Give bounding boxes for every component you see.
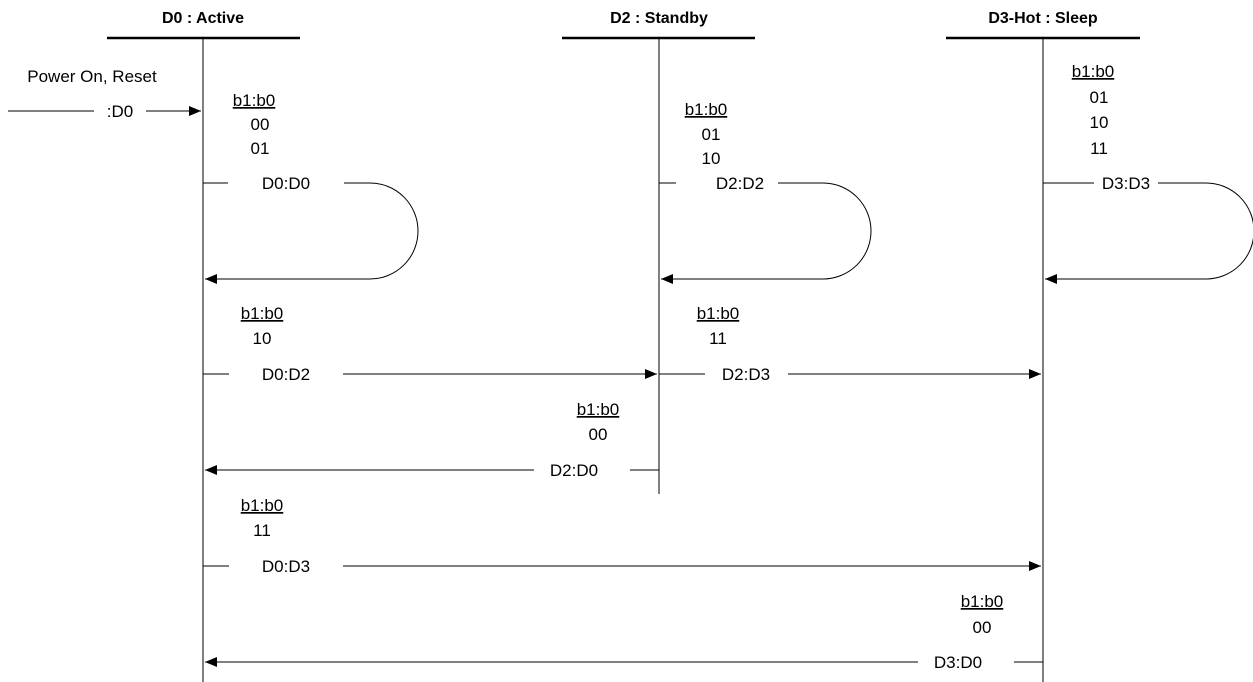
d3-self-code-2: 10 bbox=[1090, 113, 1109, 132]
d2-d0-bits-header: b1:b0 bbox=[577, 400, 620, 419]
state-d0-title: D0 : Active bbox=[162, 10, 244, 27]
d3-self-bits-header: b1:b0 bbox=[1072, 62, 1115, 81]
d2-d0-code: 00 bbox=[589, 425, 608, 444]
d3-d0-code: 00 bbox=[973, 618, 992, 637]
d0-self-bits-header: b1:b0 bbox=[233, 91, 276, 110]
d0-self-code-1: 00 bbox=[251, 115, 270, 134]
d0-d3-code: 11 bbox=[253, 521, 271, 540]
d0-d2-code: 10 bbox=[253, 329, 272, 348]
d2-self-bits-header: b1:b0 bbox=[685, 100, 728, 119]
entry-transition-label: :D0 bbox=[107, 102, 133, 121]
d2-d0-label: D2:D0 bbox=[550, 461, 598, 480]
d0-d2-bits-header: b1:b0 bbox=[241, 304, 284, 323]
d2-self-loop-arrow bbox=[661, 182, 872, 284]
d0-d2-label: D0:D2 bbox=[262, 365, 310, 384]
state-d2-title: D2 : Standby bbox=[610, 10, 708, 27]
state-d3-title: D3-Hot : Sleep bbox=[988, 10, 1098, 27]
d0-d3-bits-header: b1:b0 bbox=[241, 496, 284, 515]
d3-d0-label: D3:D0 bbox=[934, 653, 982, 672]
d2-d3-bits-header: b1:b0 bbox=[697, 304, 740, 323]
d2-self-code-1: 01 bbox=[702, 125, 721, 144]
d0-self-label: D0:D0 bbox=[262, 174, 310, 193]
d2-d3-label: D2:D3 bbox=[722, 365, 770, 384]
d3-self-code-1: 01 bbox=[1090, 88, 1109, 107]
entry-label: Power On, Reset bbox=[27, 67, 157, 86]
d0-self-loop-arrow bbox=[205, 182, 419, 284]
d3-self-label: D3:D3 bbox=[1102, 174, 1150, 193]
d0-self-code-2: 01 bbox=[251, 139, 270, 158]
d3-d0-bits-header: b1:b0 bbox=[961, 592, 1004, 611]
d3-self-code-3: 11 bbox=[1090, 139, 1108, 158]
d2-d3-code: 11 bbox=[709, 329, 727, 348]
d2-self-code-2: 10 bbox=[702, 149, 721, 168]
d0-d3-label: D0:D3 bbox=[262, 557, 310, 576]
d2-self-label: D2:D2 bbox=[716, 174, 764, 193]
d3-self-loop-arrow bbox=[1045, 182, 1253, 284]
